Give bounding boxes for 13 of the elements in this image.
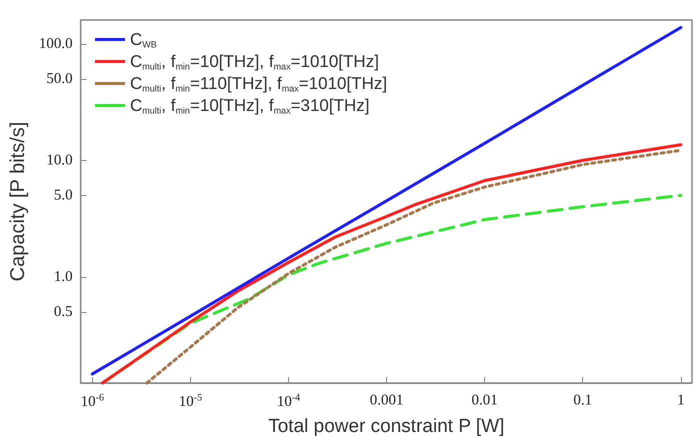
y-tick-label: 1.0 [54,268,73,285]
y-tick-label: 0.5 [54,304,73,320]
x-axis-title: Total power constraint P [W] [268,416,504,437]
y-tick-label: 5.0 [54,187,73,204]
x-tick-label: 0.01 [472,392,498,408]
line-series [90,26,682,376]
y-tick-label: 100.0 [38,36,73,52]
x-tick-label: 0.1 [573,392,592,408]
x-tick-label: 1 [677,392,685,408]
y-tick-label: 50.0 [46,70,73,87]
y-tick-label: 10.0 [46,152,73,168]
y-axis-title: Capacity [P bits/s] [7,122,29,282]
x-tick-label: 0.001 [370,392,404,408]
